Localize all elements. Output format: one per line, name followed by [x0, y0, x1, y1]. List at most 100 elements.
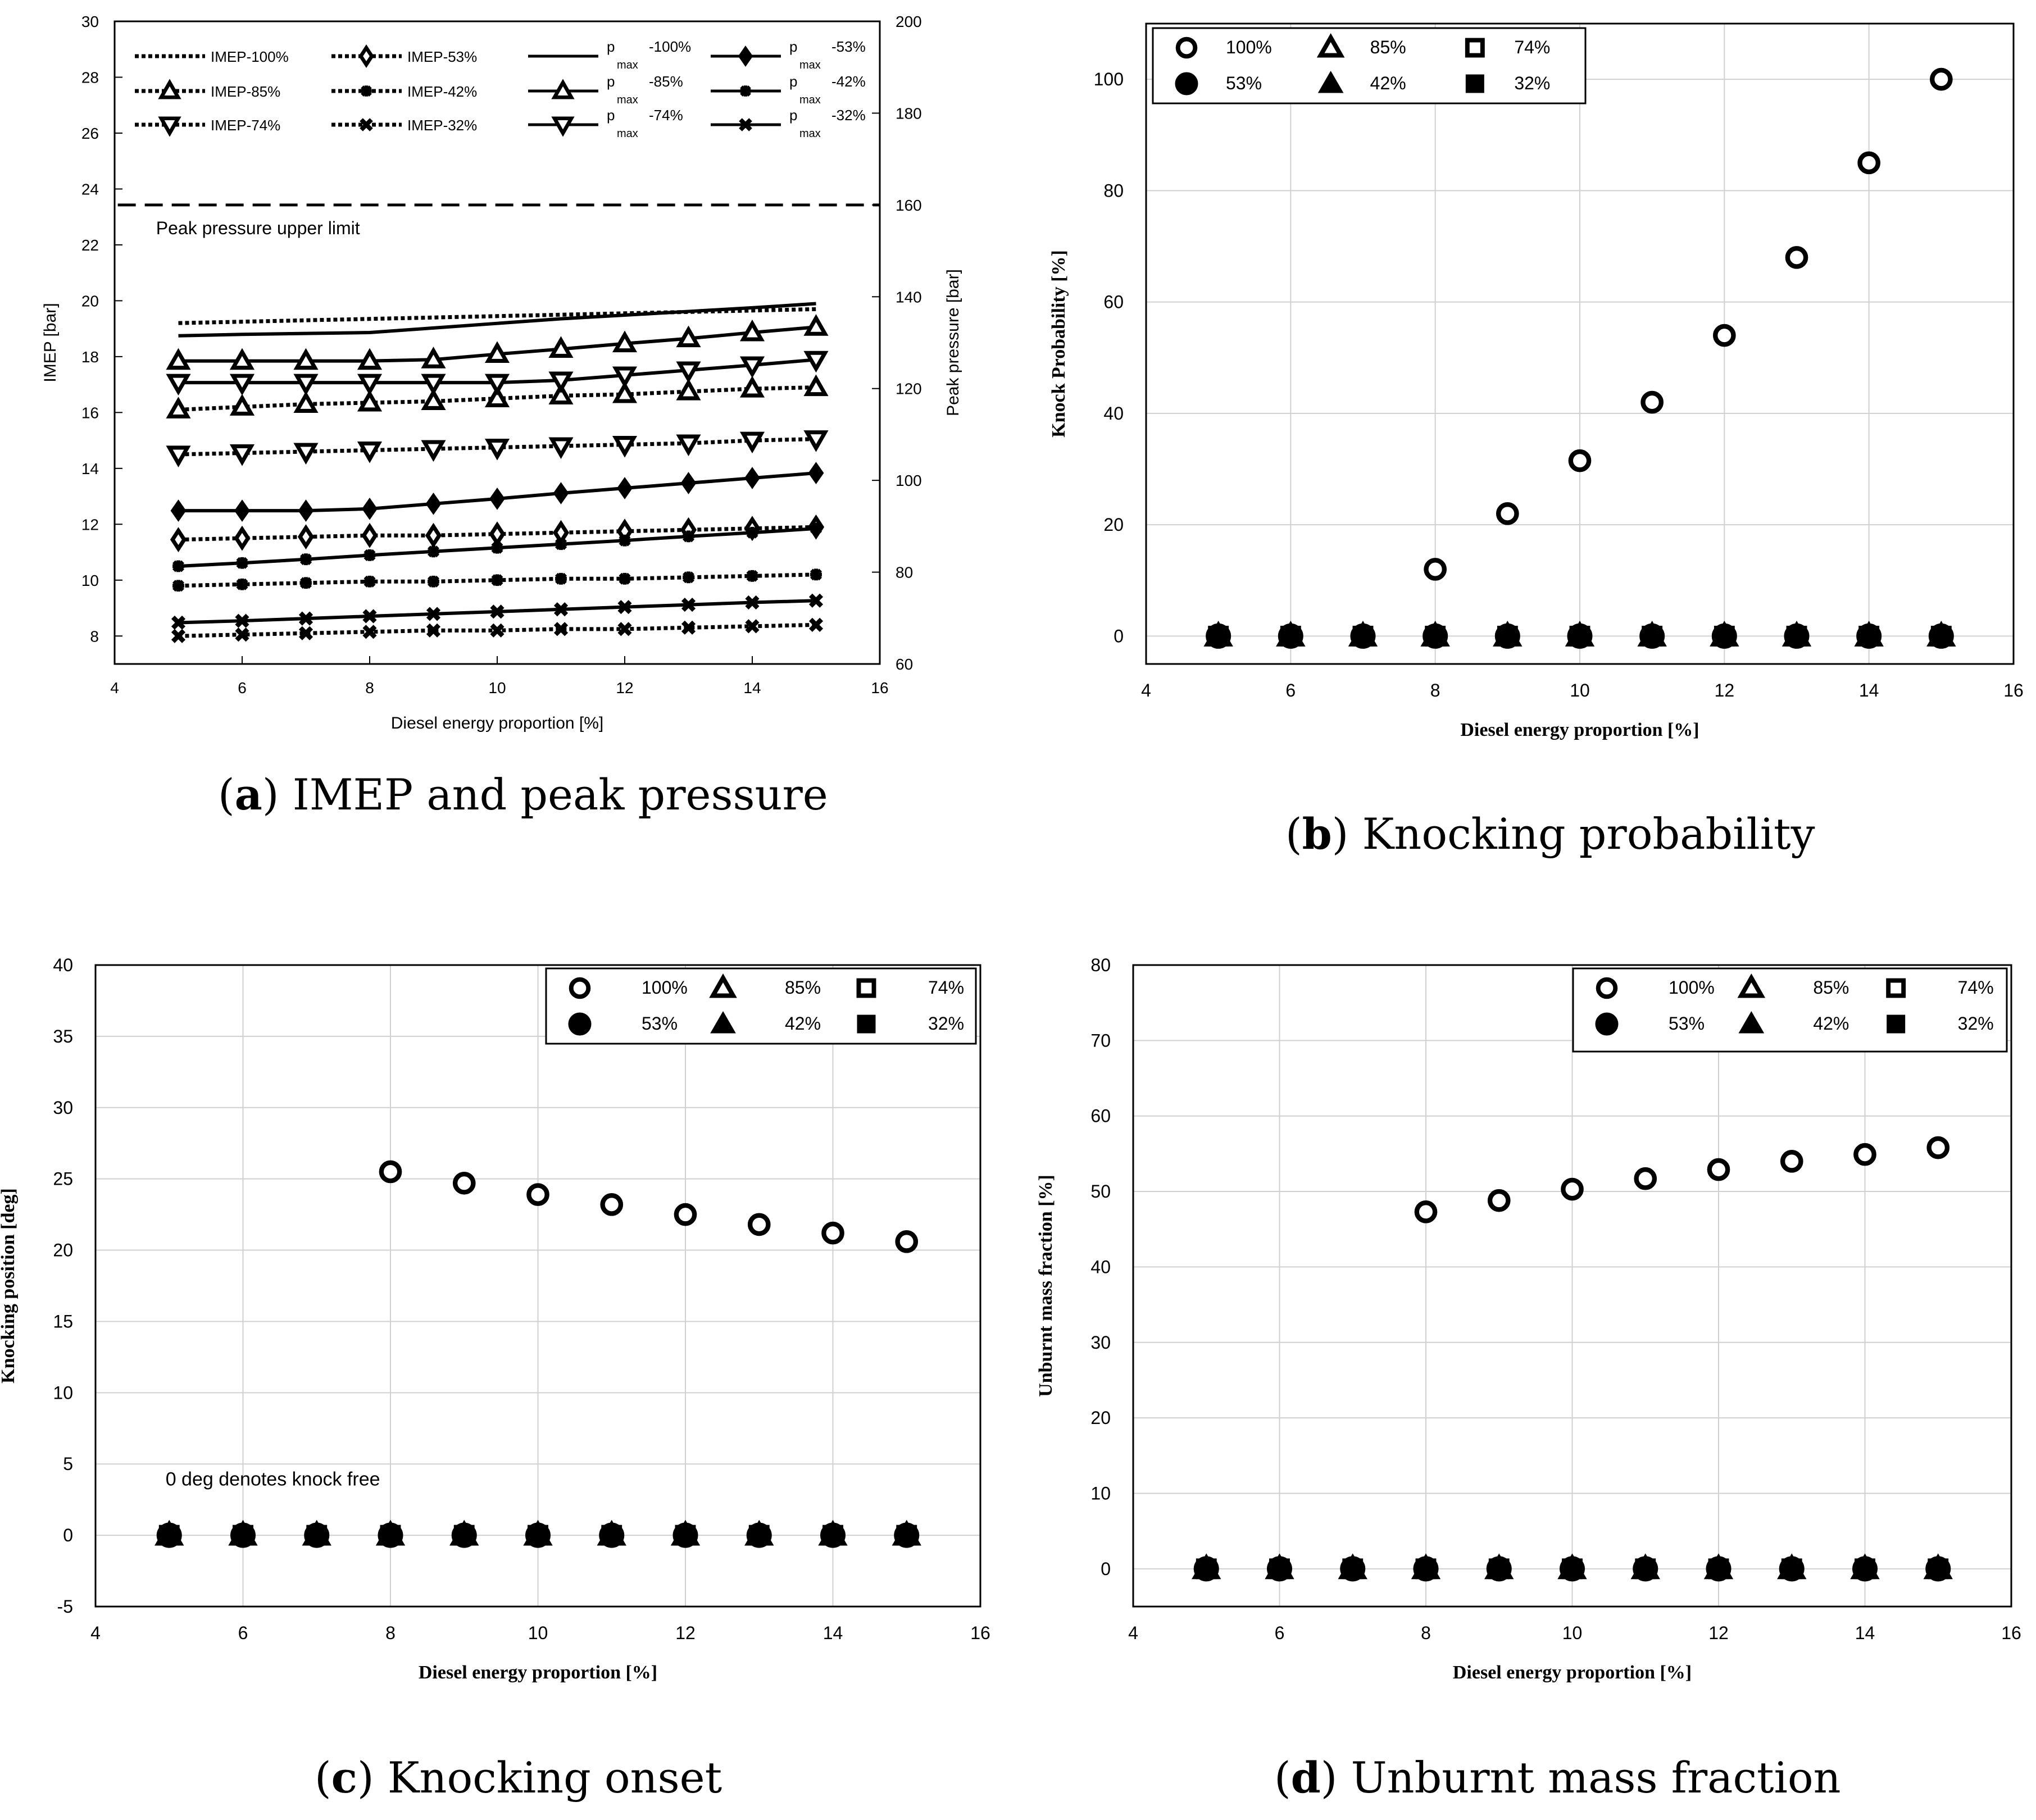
data-point-42pct [376, 1521, 405, 1546]
y-tick-label: 0 [1101, 1559, 1111, 1579]
data-point-pmax-85pct [548, 336, 574, 358]
data-point-IMEP-85pct [421, 388, 446, 410]
data-point-pmax-74pct [676, 361, 701, 384]
data-point-IMEP-85pct [229, 394, 255, 416]
data-point-pmax-53pct [425, 492, 442, 515]
data-point-42pct [597, 1521, 626, 1546]
data-point-42pct [1855, 622, 1883, 647]
x-tick-label: 10 [1570, 680, 1590, 700]
data-point-100pct [1857, 151, 1880, 175]
data-point-IMEP-32pct [426, 623, 441, 638]
data-point-IMEP-42pct [491, 574, 503, 586]
legend-label: 100% [642, 977, 688, 998]
y-tick-label: 28 [81, 69, 99, 86]
data-point-IMEP-74pct [676, 434, 701, 457]
data-point-IMEP-53pct [425, 522, 442, 548]
data-point-pmax-32pct [553, 602, 569, 617]
y-tick-label: 15 [53, 1311, 73, 1331]
data-point-pmax-74pct [548, 371, 574, 394]
data-point-100pct [1640, 390, 1664, 414]
legend-marker [1737, 973, 1766, 998]
data-point-IMEP-74pct [803, 430, 829, 452]
data-point-42pct [1638, 622, 1666, 647]
data-point-pmax-53pct [298, 499, 314, 522]
data-point-pmax-74pct [357, 374, 383, 396]
data-point-pmax-42pct [300, 553, 312, 566]
legend-label: 32% [1958, 1013, 1994, 1034]
legend-marker [158, 79, 181, 99]
legend-marker [361, 85, 372, 97]
y2-tick-label: 60 [896, 656, 913, 673]
data-point-42pct [302, 1521, 331, 1546]
y2-tick-label: 160 [896, 197, 922, 214]
data-point-IMEP-74pct [548, 437, 574, 459]
caption-a-pre: ( [218, 770, 235, 820]
asterisk-strokes [740, 85, 751, 97]
legend-marker [739, 118, 752, 131]
legend-box [1572, 967, 2008, 1053]
data-point-IMEP-32pct [553, 622, 569, 636]
data-point-42pct [1204, 622, 1233, 647]
x-tick-label: 6 [1275, 1623, 1285, 1643]
data-point-pmax-74pct [739, 356, 765, 379]
data-point-pmax-85pct [739, 319, 765, 342]
legend-marker [740, 85, 751, 97]
data-point-42pct [155, 1521, 184, 1546]
legend-marker [358, 44, 374, 69]
data-point-IMEP-85pct [739, 375, 765, 398]
legend-label-prefix: p [789, 107, 797, 124]
legend-marker [710, 1011, 736, 1034]
data-point-pmax-32pct [362, 609, 377, 624]
data-point-100pct [600, 1193, 624, 1216]
data-point-IMEP-32pct [171, 629, 186, 643]
data-point-IMEP-42pct [746, 570, 758, 582]
data-point-42pct [1782, 622, 1811, 647]
x-tick-label: 14 [823, 1623, 843, 1643]
data-point-42pct [892, 1521, 921, 1546]
y2-tick-label: 180 [896, 104, 922, 122]
data-point-42pct [1421, 622, 1449, 647]
data-point-IMEP-42pct [300, 577, 312, 589]
legend-label: 42% [1370, 73, 1406, 93]
y-tick-label: 0 [63, 1525, 73, 1545]
asterisk-strokes [555, 538, 567, 550]
data-point-42pct [1348, 622, 1378, 647]
asterisk-strokes [746, 526, 758, 539]
caption-d: (d) Unburnt mass fraction [1274, 1753, 1841, 1803]
y-tick-label: 60 [1090, 1106, 1111, 1126]
x-tick-label: 10 [1562, 1623, 1583, 1643]
legend-marker [857, 1014, 876, 1034]
data-point-42pct [1411, 1554, 1440, 1579]
data-point-pmax-32pct [171, 615, 186, 630]
data-point-IMEP-85pct [803, 374, 829, 397]
data-point-42pct [1338, 1554, 1367, 1579]
legend-marker [1175, 72, 1198, 95]
y-axis-label: Knock Probability [%] [1048, 250, 1069, 438]
data-point-IMEP-74pct [612, 436, 638, 458]
data-point-100pct [1853, 1143, 1876, 1166]
legend-label: 32% [928, 1013, 964, 1034]
x-tick-label: 14 [1855, 1623, 1875, 1643]
caption-b: (b) Knocking probability [1285, 809, 1815, 859]
data-point-100pct [674, 1203, 697, 1226]
data-point-pmax-85pct [166, 348, 191, 370]
data-point-42pct [1631, 1554, 1660, 1579]
data-point-IMEP-42pct [619, 572, 631, 585]
data-point-IMEP-42pct [810, 568, 822, 581]
y-tick-label: 26 [81, 125, 99, 142]
y2-tick-label: 120 [896, 380, 922, 398]
data-point-pmax-53pct [170, 499, 187, 522]
caption-c: (c) Knocking onset [315, 1753, 722, 1803]
legend-marker [1465, 74, 1484, 93]
data-point-pmax-85pct [484, 341, 510, 363]
asterisk-strokes [363, 575, 376, 588]
data-point-IMEP-42pct [363, 575, 376, 588]
legend-marker [1595, 1012, 1619, 1036]
legend-marker [1175, 37, 1198, 59]
data-point-IMEP-32pct [808, 617, 824, 632]
y2-axis-label: Peak pressure [bar] [944, 269, 962, 416]
caption-a-text: ) IMEP and peak pressure [262, 770, 828, 820]
data-point-pmax-32pct [490, 604, 505, 619]
